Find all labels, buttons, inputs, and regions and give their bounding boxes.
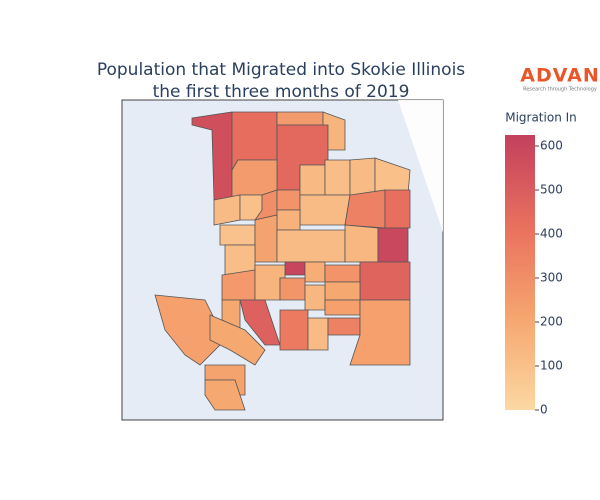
region — [307, 317, 329, 351]
colorbar-tick-label: 200 — [540, 315, 563, 329]
colorbar-tick-label: 300 — [540, 271, 563, 285]
colorbar-tick-label: 0 — [540, 403, 548, 417]
colorbar-tick-label: 400 — [540, 227, 563, 241]
region — [359, 261, 411, 301]
region — [239, 299, 281, 346]
region — [304, 261, 326, 283]
region — [204, 379, 246, 411]
region — [284, 261, 306, 276]
logo: ADVAN — [520, 65, 600, 87]
region — [279, 309, 309, 351]
region — [344, 224, 379, 263]
region — [304, 284, 326, 311]
region — [209, 314, 266, 366]
chart-subtitle: the first three months of 2019 — [153, 82, 410, 102]
region — [299, 194, 351, 226]
region — [213, 194, 241, 226]
colorbar-tick-label: 100 — [540, 359, 563, 373]
region — [344, 189, 386, 229]
colorbar-tick-label: 500 — [540, 183, 563, 197]
colorbar-title: Migration In — [505, 111, 577, 125]
region — [324, 264, 361, 283]
region — [349, 157, 376, 196]
logo-tagline: Research through Technology — [523, 87, 597, 93]
colorbar-tick-label: 600 — [540, 139, 563, 153]
region — [327, 317, 361, 336]
region — [276, 209, 301, 231]
region — [324, 281, 361, 301]
region — [377, 227, 409, 263]
region — [324, 159, 351, 196]
region — [279, 277, 306, 301]
region — [322, 111, 346, 151]
chart-title: Population that Migrated into Skokie Ill… — [97, 60, 465, 80]
region — [154, 294, 226, 366]
region — [276, 111, 324, 126]
region — [221, 269, 256, 301]
region — [324, 299, 361, 316]
region — [254, 214, 278, 263]
region — [276, 229, 346, 263]
map-wedge — [398, 100, 443, 232]
region — [276, 189, 301, 211]
region — [299, 164, 326, 196]
region — [384, 189, 411, 229]
colorbar — [505, 135, 535, 410]
region — [349, 299, 411, 366]
region — [219, 224, 256, 246]
